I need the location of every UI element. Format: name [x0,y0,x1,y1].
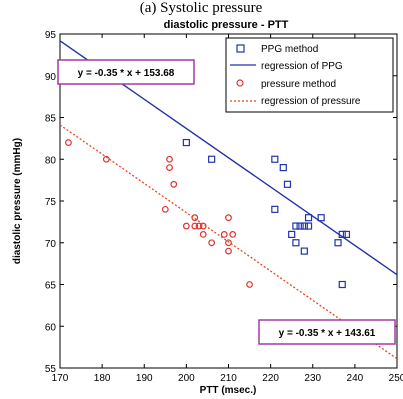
ppg-data-point [296,222,304,230]
y-tick-label: 60 [45,322,57,333]
ppg-data-point [300,222,308,230]
x-tick-label: 250 [389,373,403,384]
ppg-data-point [292,239,300,247]
pressure-data-point [166,155,173,163]
y-tick-label: 70 [45,239,57,250]
ppg-data-point [271,155,279,163]
pressure-data-point [225,214,232,222]
pressure-data-point [170,180,178,188]
pressure-data-point [246,281,253,288]
ppg-data-point [292,222,300,230]
x-tick-label: 230 [304,373,321,384]
ppg-data-point [300,247,308,255]
pressure-data-point [65,139,72,146]
ppg-data-point [338,280,346,289]
x-tick-label: 200 [178,373,195,384]
equation-box-ppg: y = -0.35 * x + 153.68 [57,59,195,85]
ppg-data-point [334,239,342,247]
y-tick-label: 85 [45,114,57,125]
legend-entry-ppg-method: PPG method [236,44,318,55]
axis-ticks: 170 180 190 200 210 220 230 240 250 55 60 65 70 75 80 8… [45,30,403,384]
legend-circle-marker [236,79,244,87]
x-axis-label: PTT (msec.) [200,385,257,396]
y-tick-label: 75 [45,197,57,208]
legend-label-pressure-regression: regression of pressure [261,96,361,107]
ppg-data-point [288,230,296,238]
ppg-data-point [279,164,287,172]
ppg-data-point [208,155,216,163]
ppg-data-point [283,180,292,188]
y-tick-label: 55 [45,364,57,375]
equation-ppg: y = -0.35 * x + 153.68 [78,68,175,79]
pressure-data-point [166,164,173,172]
equation-pressure: y = -0.35 * x + 143.61 [279,328,376,339]
legend: PPG method regression of PPG pressure me… [225,37,394,113]
pressure-data-point [220,230,228,238]
pressure-data-point [182,222,190,230]
ppg-data-point [342,230,351,238]
ppg-data-point [304,214,313,222]
pressure-data-point [191,214,199,222]
ppg-data-point [271,205,279,213]
legend-entry-pressure-regression: regression of pressure [230,96,361,107]
equation-box-pressure: y = -0.35 * x + 143.61 [258,319,396,345]
x-tick-label: 190 [136,373,153,384]
y-tick-label: 95 [45,30,57,41]
legend-entry-pressure-method: pressure method [236,79,336,90]
pressure-data-point [199,230,207,238]
pressure-data-point [229,230,237,238]
x-tick-label: 210 [220,373,237,384]
x-tick-label: 180 [94,373,111,384]
y-tick-label: 80 [45,155,57,166]
pressure-data-point [195,222,203,230]
pressure-data-point [225,247,232,255]
y-axis-label: diastolic pressure (mmHg) [12,138,23,264]
pressure-data-point [225,239,232,247]
legend-frame [225,37,394,113]
equation-box-pressure-frame [258,319,396,345]
x-tick-label: 240 [347,373,364,384]
chart-title: diastolic pressure - PTT [164,19,289,31]
pressure-data-point [161,205,169,213]
legend-label-ppg-method: PPG method [261,44,318,55]
x-tick-label: 220 [262,373,279,384]
legend-label-ppg-regression: regression of PPG [261,61,343,72]
equation-box-ppg-frame [57,59,195,85]
x-tick-label: 170 [52,373,69,384]
legend-square-marker [236,44,245,53]
figure-caption: (a) Systolic pressure [140,0,263,16]
ppg-data-point [182,138,190,147]
y-tick-label: 90 [45,72,57,83]
legend-label-pressure-method: pressure method [261,79,336,90]
y-tick-label: 65 [45,281,57,292]
pressure-data-point [191,222,199,230]
ppg-data-point [317,214,325,222]
ppg-data-point [304,222,313,230]
pressure-data-point [208,239,216,247]
legend-entry-ppg-regression: regression of PPG [230,61,343,72]
